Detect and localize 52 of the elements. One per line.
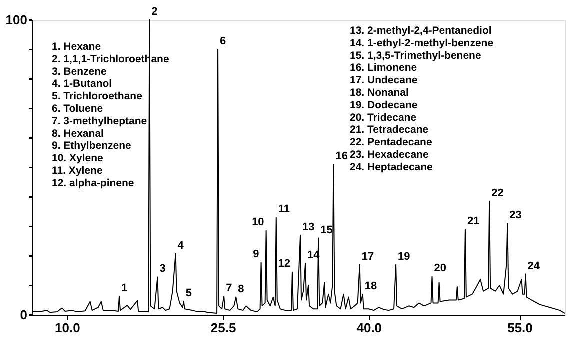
annotation: 20. Tridecane xyxy=(350,112,417,124)
annotation: 6 xyxy=(220,36,226,48)
annotation: 17. Undecane xyxy=(350,74,418,87)
annotation: 19. Dodecane xyxy=(350,99,418,112)
annotation: 10 xyxy=(252,216,264,229)
x-tick-label: 40.0 xyxy=(356,320,382,336)
annotation: 3 xyxy=(160,263,166,276)
annotation: 2 xyxy=(152,6,158,18)
annotation: 18 xyxy=(364,280,378,292)
annotation: 22 xyxy=(492,187,504,200)
y-tick-label: 100 xyxy=(6,12,28,28)
annotation: 12. alpha-pinene xyxy=(52,177,134,190)
annotation: 1 xyxy=(121,282,128,294)
annotation: 9 xyxy=(253,248,260,260)
y-tick-label: 0 xyxy=(20,308,28,322)
annotation: 7 xyxy=(226,282,232,294)
annotation: 5. Trichloroethane xyxy=(52,90,143,103)
annotation: 8. Hexanal xyxy=(52,128,104,140)
annotation: 21 xyxy=(467,215,480,228)
annotation: 9. Ethylbenzene xyxy=(52,140,132,152)
annotation: 11 xyxy=(278,204,290,216)
annotation: 14. 1-ethyl-2-methyl-benzene xyxy=(350,37,494,50)
annotation: 11. Xylene xyxy=(52,165,103,177)
annotation: 13 xyxy=(302,221,315,234)
annotation: 10. Xylene xyxy=(52,152,104,165)
annotation: 12 xyxy=(278,258,290,270)
annotation: 15. 1,3,5-Trimethyl-benene xyxy=(350,50,482,62)
annotation: 19 xyxy=(398,250,410,263)
annotation: 3. Benzene xyxy=(52,66,108,78)
annotation: 22. Pentadecane xyxy=(350,136,432,149)
annotation: 6. Toluene xyxy=(52,103,104,115)
annotation: 13. 2-methyl-2,4-Pentanediol xyxy=(350,25,492,37)
annotation: 1. Hexane xyxy=(52,41,102,53)
annotation: 23. Hexadecane xyxy=(350,149,429,161)
x-tick-label: 10.0 xyxy=(55,320,80,336)
x-tick-label: 55.0 xyxy=(508,320,533,336)
annotation: 8 xyxy=(238,283,244,296)
annotation: 24. Heptadecane xyxy=(350,161,434,174)
annotation: 21. Tetradecane xyxy=(350,124,429,136)
annotation: 16. Limonene xyxy=(350,62,418,74)
annotation: 5 xyxy=(186,287,192,300)
annotation: 17 xyxy=(362,250,374,263)
annotation: 23 xyxy=(510,210,522,222)
annotation: 16 xyxy=(336,150,348,163)
annotation: 15 xyxy=(320,224,333,236)
annotation: 18. Nonanal xyxy=(350,87,410,99)
annotation: 4. 1-Butanol xyxy=(52,78,112,90)
annotation: 4 xyxy=(178,240,185,252)
x-tick-label: 25.5 xyxy=(210,320,236,336)
annotation: 24 xyxy=(528,260,541,272)
annotation: 7. 3-methylheptane xyxy=(52,115,148,128)
annotation: 20 xyxy=(434,262,447,275)
